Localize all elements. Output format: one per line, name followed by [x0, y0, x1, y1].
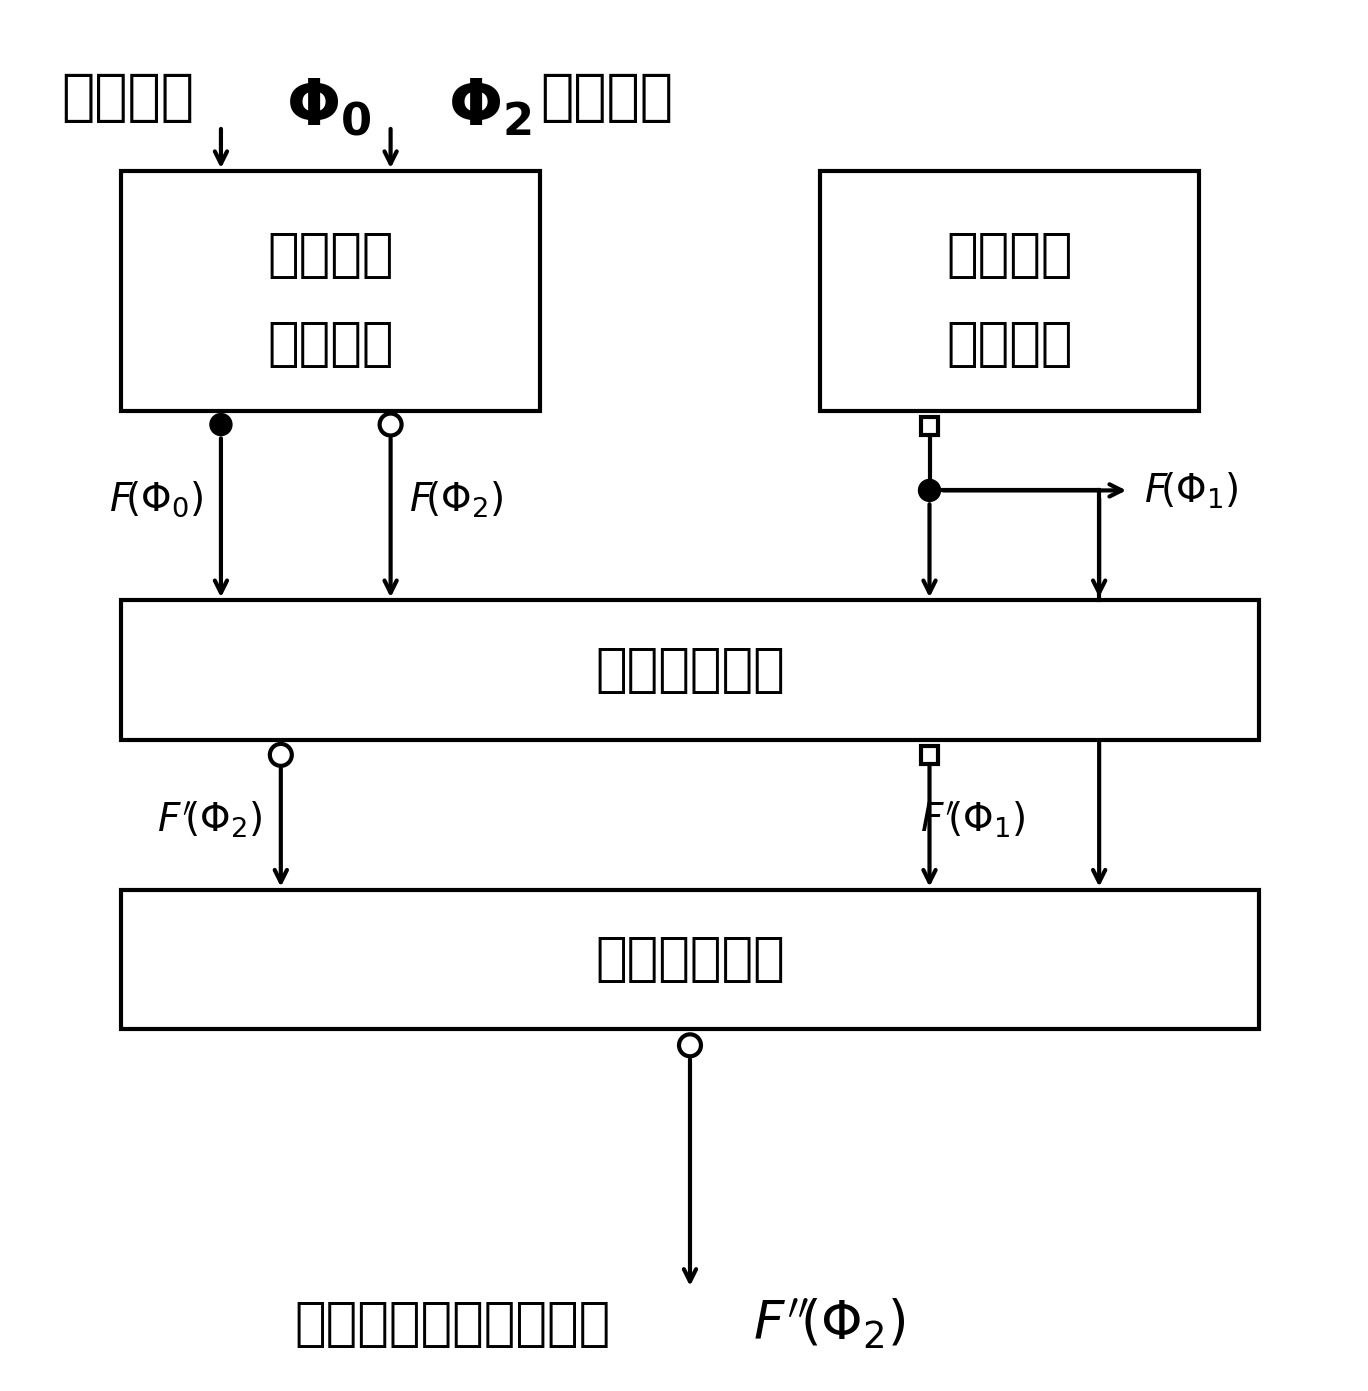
Text: $F''\!\left(\Phi_2\right)$: $F''\!\left(\Phi_2\right)$	[754, 1296, 906, 1351]
Circle shape	[918, 480, 940, 501]
Circle shape	[379, 413, 402, 435]
Text: $\mathbf{\Phi_0}$: $\mathbf{\Phi_0}$	[286, 77, 372, 138]
Text: $F'\!\left(\Phi_2\right)$: $F'\!\left(\Phi_2\right)$	[157, 800, 263, 840]
Text: $F\!\left(\Phi_0\right)$: $F\!\left(\Phi_0\right)$	[108, 480, 202, 519]
Circle shape	[679, 1035, 700, 1056]
Text: 一点定标校正: 一点定标校正	[595, 644, 785, 696]
Bar	[122, 890, 1259, 1029]
Text: 黑体辐射: 黑体辐射	[62, 71, 194, 125]
Text: 校正残差对消: 校正残差对消	[595, 933, 785, 985]
Text: 实际场景校正补偿结果: 实际场景校正补偿结果	[294, 1298, 610, 1349]
Text: $F'\!\left(\Phi_1\right)$: $F'\!\left(\Phi_1\right)$	[919, 800, 1025, 840]
Circle shape	[269, 744, 291, 766]
Text: 成像系统: 成像系统	[947, 230, 1073, 281]
Text: 快门关闭: 快门关闭	[947, 317, 1073, 370]
Circle shape	[209, 413, 233, 435]
Bar	[921, 416, 938, 434]
Text: $\mathbf{\Phi_2}$: $\mathbf{\Phi_2}$	[449, 77, 532, 138]
Bar	[122, 171, 540, 410]
Bar	[819, 171, 1198, 410]
Text: $F\!\left(\Phi_1\right)$: $F\!\left(\Phi_1\right)$	[1144, 470, 1238, 510]
Text: 实际场景: 实际场景	[540, 71, 673, 125]
Text: 快门打开: 快门打开	[268, 317, 394, 370]
Bar	[921, 746, 938, 764]
Text: $F\!\left(\Phi_2\right)$: $F\!\left(\Phi_2\right)$	[409, 480, 503, 520]
Text: 成像系统: 成像系统	[268, 230, 394, 281]
Bar	[122, 600, 1259, 740]
